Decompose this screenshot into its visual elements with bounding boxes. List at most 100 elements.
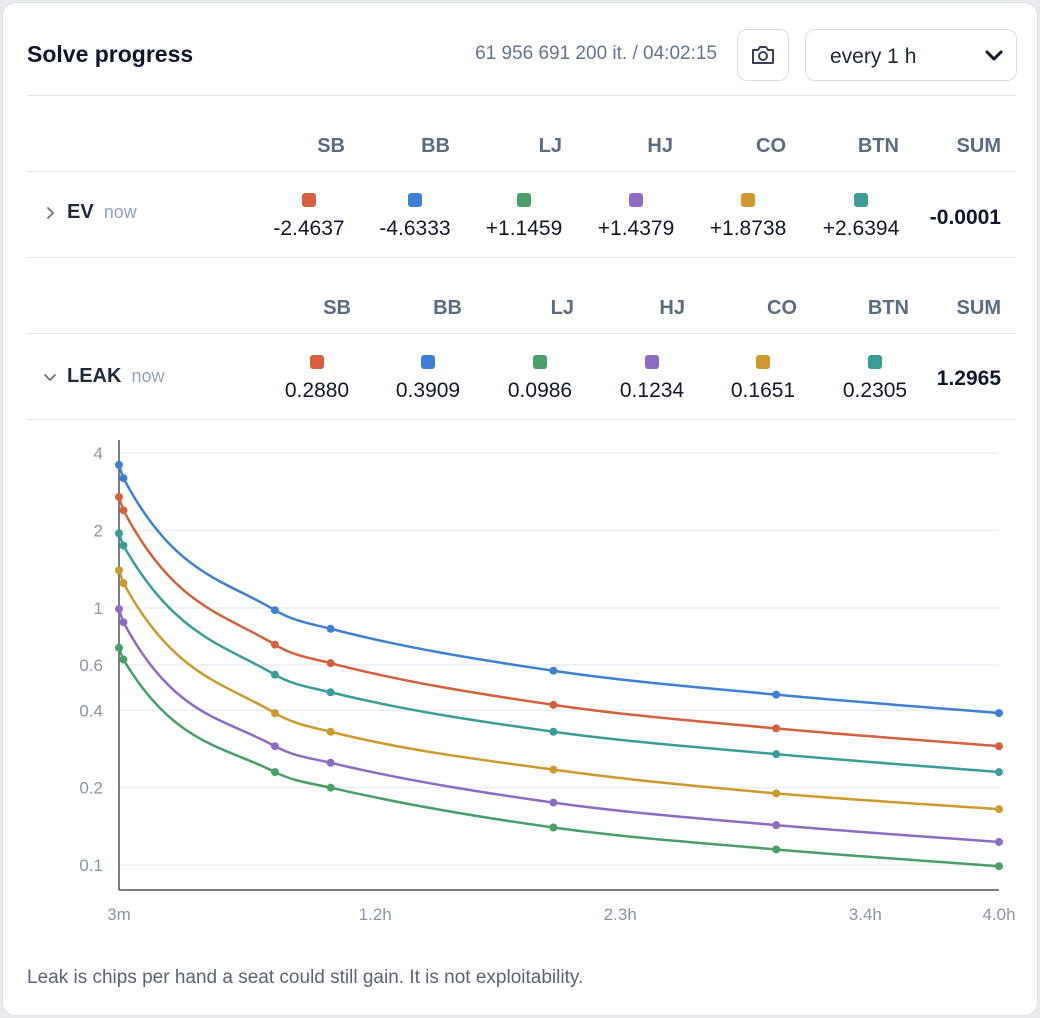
series-line-co: [117, 569, 1000, 811]
interval-value: every 1 h: [830, 45, 917, 68]
iteration-progress: 61 956 691 200 it. / 04:02:15: [475, 43, 717, 64]
x-tick-label: 1.2h: [359, 905, 392, 924]
y-tick-label: 1: [94, 599, 103, 618]
leak-cell-co: 0.1651: [708, 355, 818, 403]
col-head-btn: BTN: [857, 135, 899, 157]
leak-cell-hj: 0.1234: [597, 355, 707, 403]
snapshot-button[interactable]: [737, 29, 789, 81]
data-point-hj: [772, 821, 781, 830]
chevron-right-icon: [47, 206, 54, 219]
y-tick-label: 0.4: [79, 701, 103, 720]
hj-color-swatch: [629, 193, 643, 207]
leak-value-bb: 0.3909: [395, 379, 461, 402]
ev-value-bb: -4.6333: [379, 217, 451, 240]
ev-value-btn: +2.6394: [822, 217, 900, 240]
divider: [27, 257, 1016, 258]
leak-label: LEAK: [67, 365, 122, 387]
data-point-bb: [326, 624, 335, 633]
ev-cell-co: +1.8738: [693, 193, 803, 241]
data-point-co: [995, 805, 1003, 814]
data-point-bb: [270, 606, 279, 615]
col-head-sb: SB: [323, 297, 351, 319]
data-point-sb: [119, 506, 128, 515]
x-tick-label: 4.0h: [982, 905, 1015, 924]
data-point-lj: [772, 845, 781, 854]
ev-label: EV: [67, 201, 94, 223]
co-color-swatch: [756, 355, 770, 369]
data-point-lj: [326, 783, 335, 792]
leak-value-sb: 0.2880: [284, 379, 350, 402]
x-tick-label: 2.3h: [604, 905, 637, 924]
data-point-lj: [270, 768, 279, 777]
data-point-sb: [270, 640, 279, 649]
leak-cell-sb: 0.2880: [262, 355, 372, 403]
data-point-bb: [772, 690, 781, 699]
card-header: Solve progress 61 956 691 200 it. / 04:0…: [27, 27, 1017, 85]
data-point-co: [326, 727, 335, 736]
ev-value-lj: +1.1459: [485, 217, 563, 240]
leak-value-hj: 0.1234: [619, 379, 685, 402]
data-point-btn: [772, 750, 781, 759]
y-tick-label: 0.2: [79, 779, 103, 798]
data-point-hj: [995, 837, 1003, 846]
page-title: Solve progress: [27, 41, 194, 67]
data-point-btn: [270, 670, 279, 679]
lj-color-swatch: [517, 193, 531, 207]
col-head-lj: LJ: [538, 135, 562, 157]
data-point-lj: [119, 655, 128, 664]
col-head-sb: SB: [317, 135, 345, 157]
ev-value-sb: -2.4637: [273, 217, 345, 240]
divider: [27, 171, 1016, 172]
bb-color-swatch: [421, 355, 435, 369]
leak-now-label: now: [131, 366, 165, 386]
data-point-hj: [326, 758, 335, 767]
data-point-lj: [549, 823, 558, 832]
col-head-bb: BB: [433, 297, 462, 319]
series-line-sb: [117, 496, 1000, 748]
data-point-btn: [326, 688, 335, 697]
chevron-down-icon: [44, 373, 56, 381]
y-tick-label: 2: [94, 522, 103, 541]
divider: [27, 419, 1016, 420]
data-point-co: [270, 709, 279, 718]
ev-row-toggle[interactable]: EV now: [43, 201, 137, 224]
leak-value-lj: 0.0986: [507, 379, 573, 402]
data-point-btn: [549, 727, 558, 736]
ev-cell-lj: +1.1459: [469, 193, 579, 241]
data-point-hj: [549, 798, 558, 807]
data-point-sb: [326, 659, 335, 668]
col-head-lj: LJ: [550, 297, 574, 319]
divider: [27, 95, 1016, 96]
leak-chart-svg: 4 2 1 0.6 0.4 0.2 0.1 3m 1.2h 2.3h 3.4h 4.0h: [79, 440, 1016, 924]
data-point-sb: [772, 724, 781, 733]
y-tick-label: 4: [94, 444, 103, 463]
data-point-bb: [115, 460, 123, 469]
footnote: Leak is chips per hand a seat could stil…: [27, 967, 584, 988]
data-point-lj: [995, 862, 1003, 871]
ev-cell-hj: +1.4379: [581, 193, 691, 241]
col-head-btn: BTN: [867, 297, 909, 319]
series-line-btn: [117, 532, 1000, 774]
data-point-co: [119, 579, 128, 588]
hj-color-swatch: [645, 355, 659, 369]
col-head-hj: HJ: [659, 297, 685, 319]
ev-sum: -0.0001: [929, 206, 1001, 229]
data-point-co: [549, 765, 558, 774]
y-tick-label: 0.1: [79, 856, 103, 875]
btn-color-swatch: [854, 193, 868, 207]
lj-color-swatch: [533, 355, 547, 369]
data-point-sb: [115, 493, 123, 502]
col-head-sum: SUM: [956, 135, 1001, 157]
ev-value-co: +1.8738: [709, 217, 787, 240]
series-line-bb: [117, 464, 1000, 715]
col-head-hj: HJ: [647, 135, 673, 157]
interval-select[interactable]: every 1 h: [805, 29, 1017, 81]
col-head-bb: BB: [421, 135, 450, 157]
data-point-bb: [549, 666, 558, 675]
ev-cell-btn: +2.6394: [806, 193, 916, 241]
leak-row-toggle[interactable]: LEAK now: [43, 365, 164, 388]
sb-color-swatch: [310, 355, 324, 369]
col-head-co: CO: [756, 135, 786, 157]
data-point-hj: [270, 742, 279, 751]
